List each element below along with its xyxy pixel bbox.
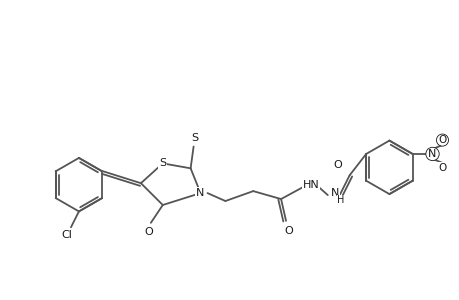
Text: O: O — [144, 227, 153, 237]
Text: H: H — [336, 195, 344, 205]
Text: O: O — [333, 160, 341, 170]
Text: N: N — [427, 149, 436, 159]
Text: HN: HN — [302, 180, 319, 190]
Text: O: O — [437, 135, 446, 145]
Text: O: O — [284, 226, 293, 236]
Text: N: N — [196, 188, 204, 198]
Text: S: S — [190, 133, 198, 142]
Text: O: O — [437, 163, 446, 173]
Text: N: N — [330, 188, 338, 198]
Text: S: S — [159, 158, 166, 168]
Text: Cl: Cl — [62, 230, 72, 240]
